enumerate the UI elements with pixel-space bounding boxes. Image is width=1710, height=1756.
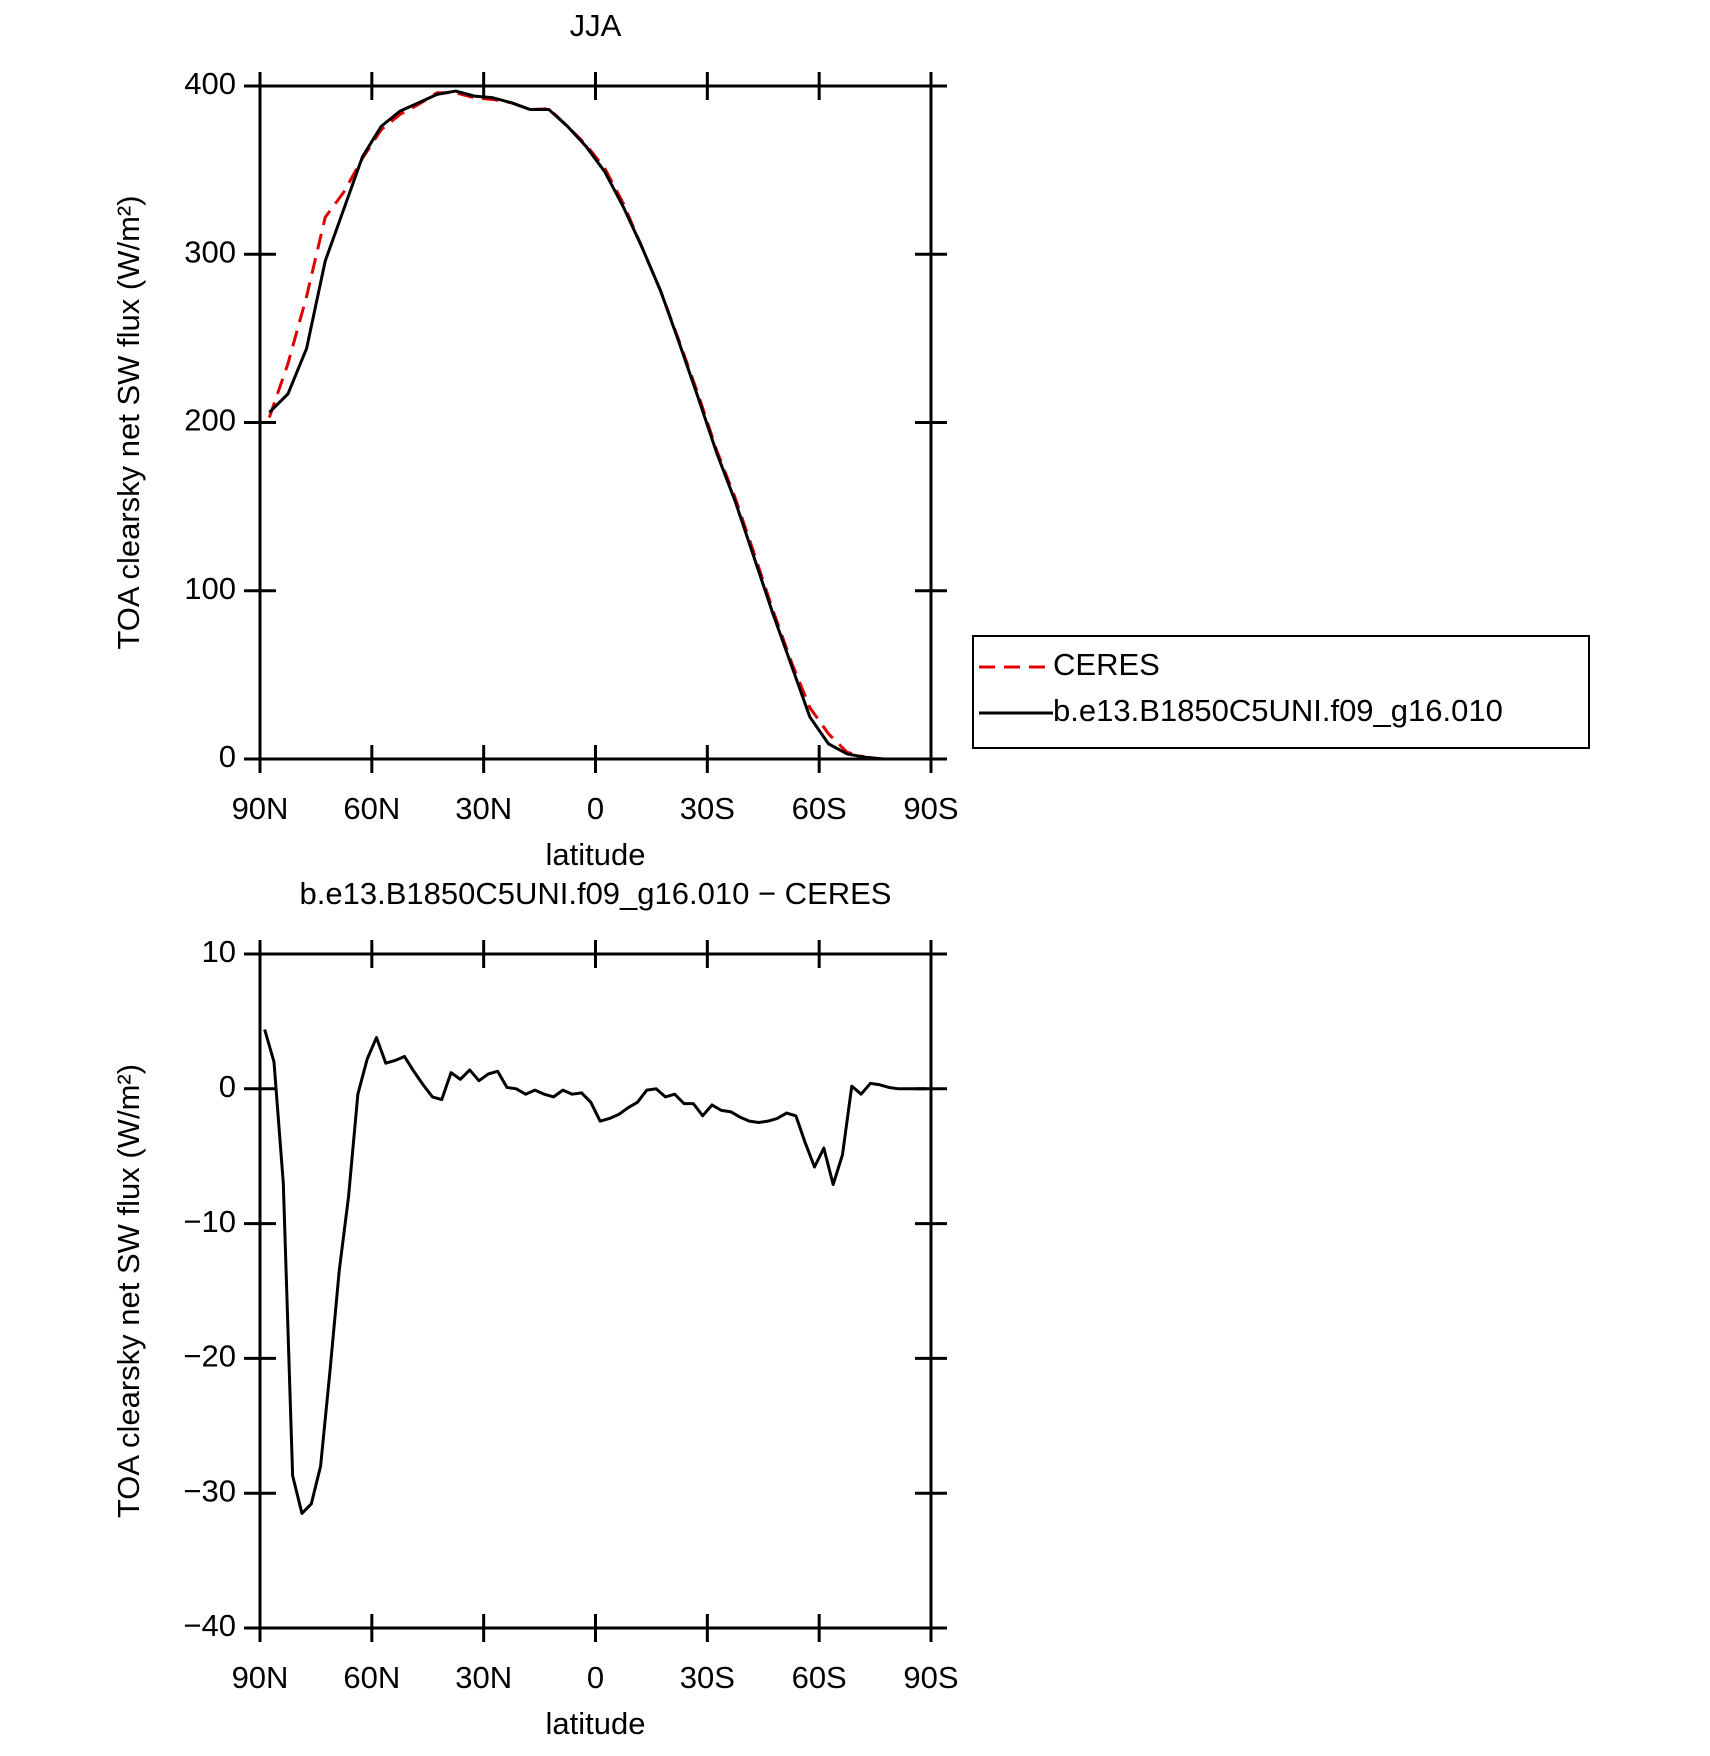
legend-label: CERES [1053,647,1160,682]
y-tick-label: 200 [184,403,236,438]
data-line [268,89,922,761]
x-tick-label: 30S [680,791,735,826]
y-tick-label: 10 [202,934,236,969]
x-tick-label: 60N [343,791,400,826]
data-line [263,1029,927,1515]
x-tick-label: 0 [587,791,604,826]
y-tick-label: 0 [219,1069,236,1104]
x-tick-label: 90S [903,1660,958,1695]
y-tick-label: 300 [184,234,236,269]
plot-frame [258,952,933,1630]
data-line [267,91,922,761]
legend-box [972,635,1590,749]
x-tick-label: 60N [343,1660,400,1695]
plot-frame [258,84,933,761]
chart-title: JJA [570,8,622,43]
y-axis-label: TOA clearsky net SW flux (W/m²) [111,195,146,649]
x-tick-label: 30S [680,1660,735,1695]
y-tick-label: −20 [183,1339,236,1374]
y-axis-label: TOA clearsky net SW flux (W/m²) [111,1064,146,1518]
x-axis-label: latitude [546,837,646,872]
legend-label: b.e13.B1850C5UNI.f09_g16.010 [1053,693,1503,728]
x-tick-label: 60S [792,1660,847,1695]
y-tick-label: −30 [183,1473,236,1508]
x-tick-label: 60S [792,791,847,826]
x-tick-label: 0 [587,1660,604,1695]
x-tick-label: 30N [455,1660,512,1695]
x-axis-label: latitude [546,1706,646,1741]
y-tick-label: 400 [184,66,236,101]
y-tick-label: 100 [184,571,236,606]
x-tick-label: 90N [232,791,289,826]
x-tick-label: 90N [232,1660,289,1695]
x-tick-label: 90S [903,791,958,826]
chart-title: b.e13.B1850C5UNI.f09_g16.010 − CERES [300,876,892,911]
x-tick-label: 30N [455,791,512,826]
y-tick-label: −10 [183,1204,236,1239]
y-tick-label: 0 [219,739,236,774]
y-tick-label: −40 [183,1608,236,1643]
